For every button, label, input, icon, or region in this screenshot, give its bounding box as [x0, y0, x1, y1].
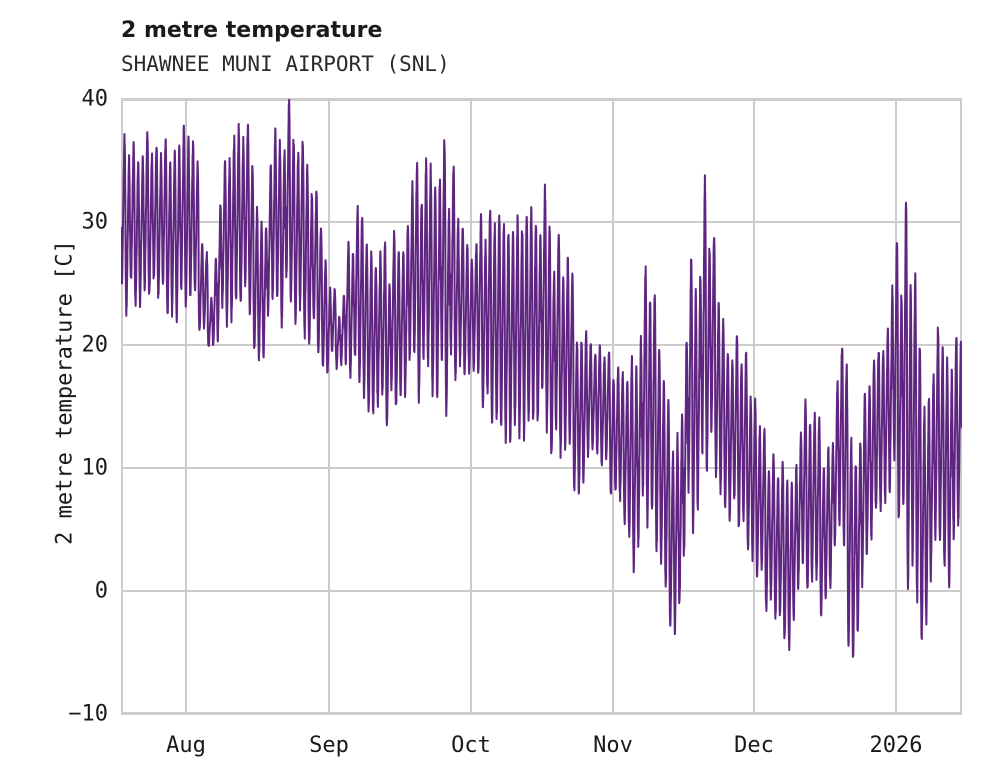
- y-tick-label: −10: [68, 701, 108, 727]
- x-tick-label: Sep: [309, 733, 349, 758]
- x-tick-label: Aug: [166, 733, 206, 758]
- y-tick-label: 40: [81, 86, 109, 112]
- x-tick-label: Nov: [593, 733, 633, 758]
- chart-subtitle: SHAWNEE MUNI AIRPORT (SNL): [121, 52, 450, 76]
- chart-title: 2 metre temperature: [121, 18, 383, 43]
- y-tick-label: 0: [94, 578, 108, 604]
- y-tick-label: 20: [81, 332, 109, 358]
- y-tick-label: 30: [81, 209, 109, 235]
- x-tick-label: Oct: [451, 733, 491, 758]
- x-tick-label: 2026: [869, 733, 923, 758]
- plot-area: [121, 99, 962, 714]
- x-tick-label: Dec: [734, 733, 774, 758]
- y-tick-label: 10: [81, 455, 109, 481]
- y-axis-tick-labels: 40 30 20 10 0 −10: [0, 0, 108, 782]
